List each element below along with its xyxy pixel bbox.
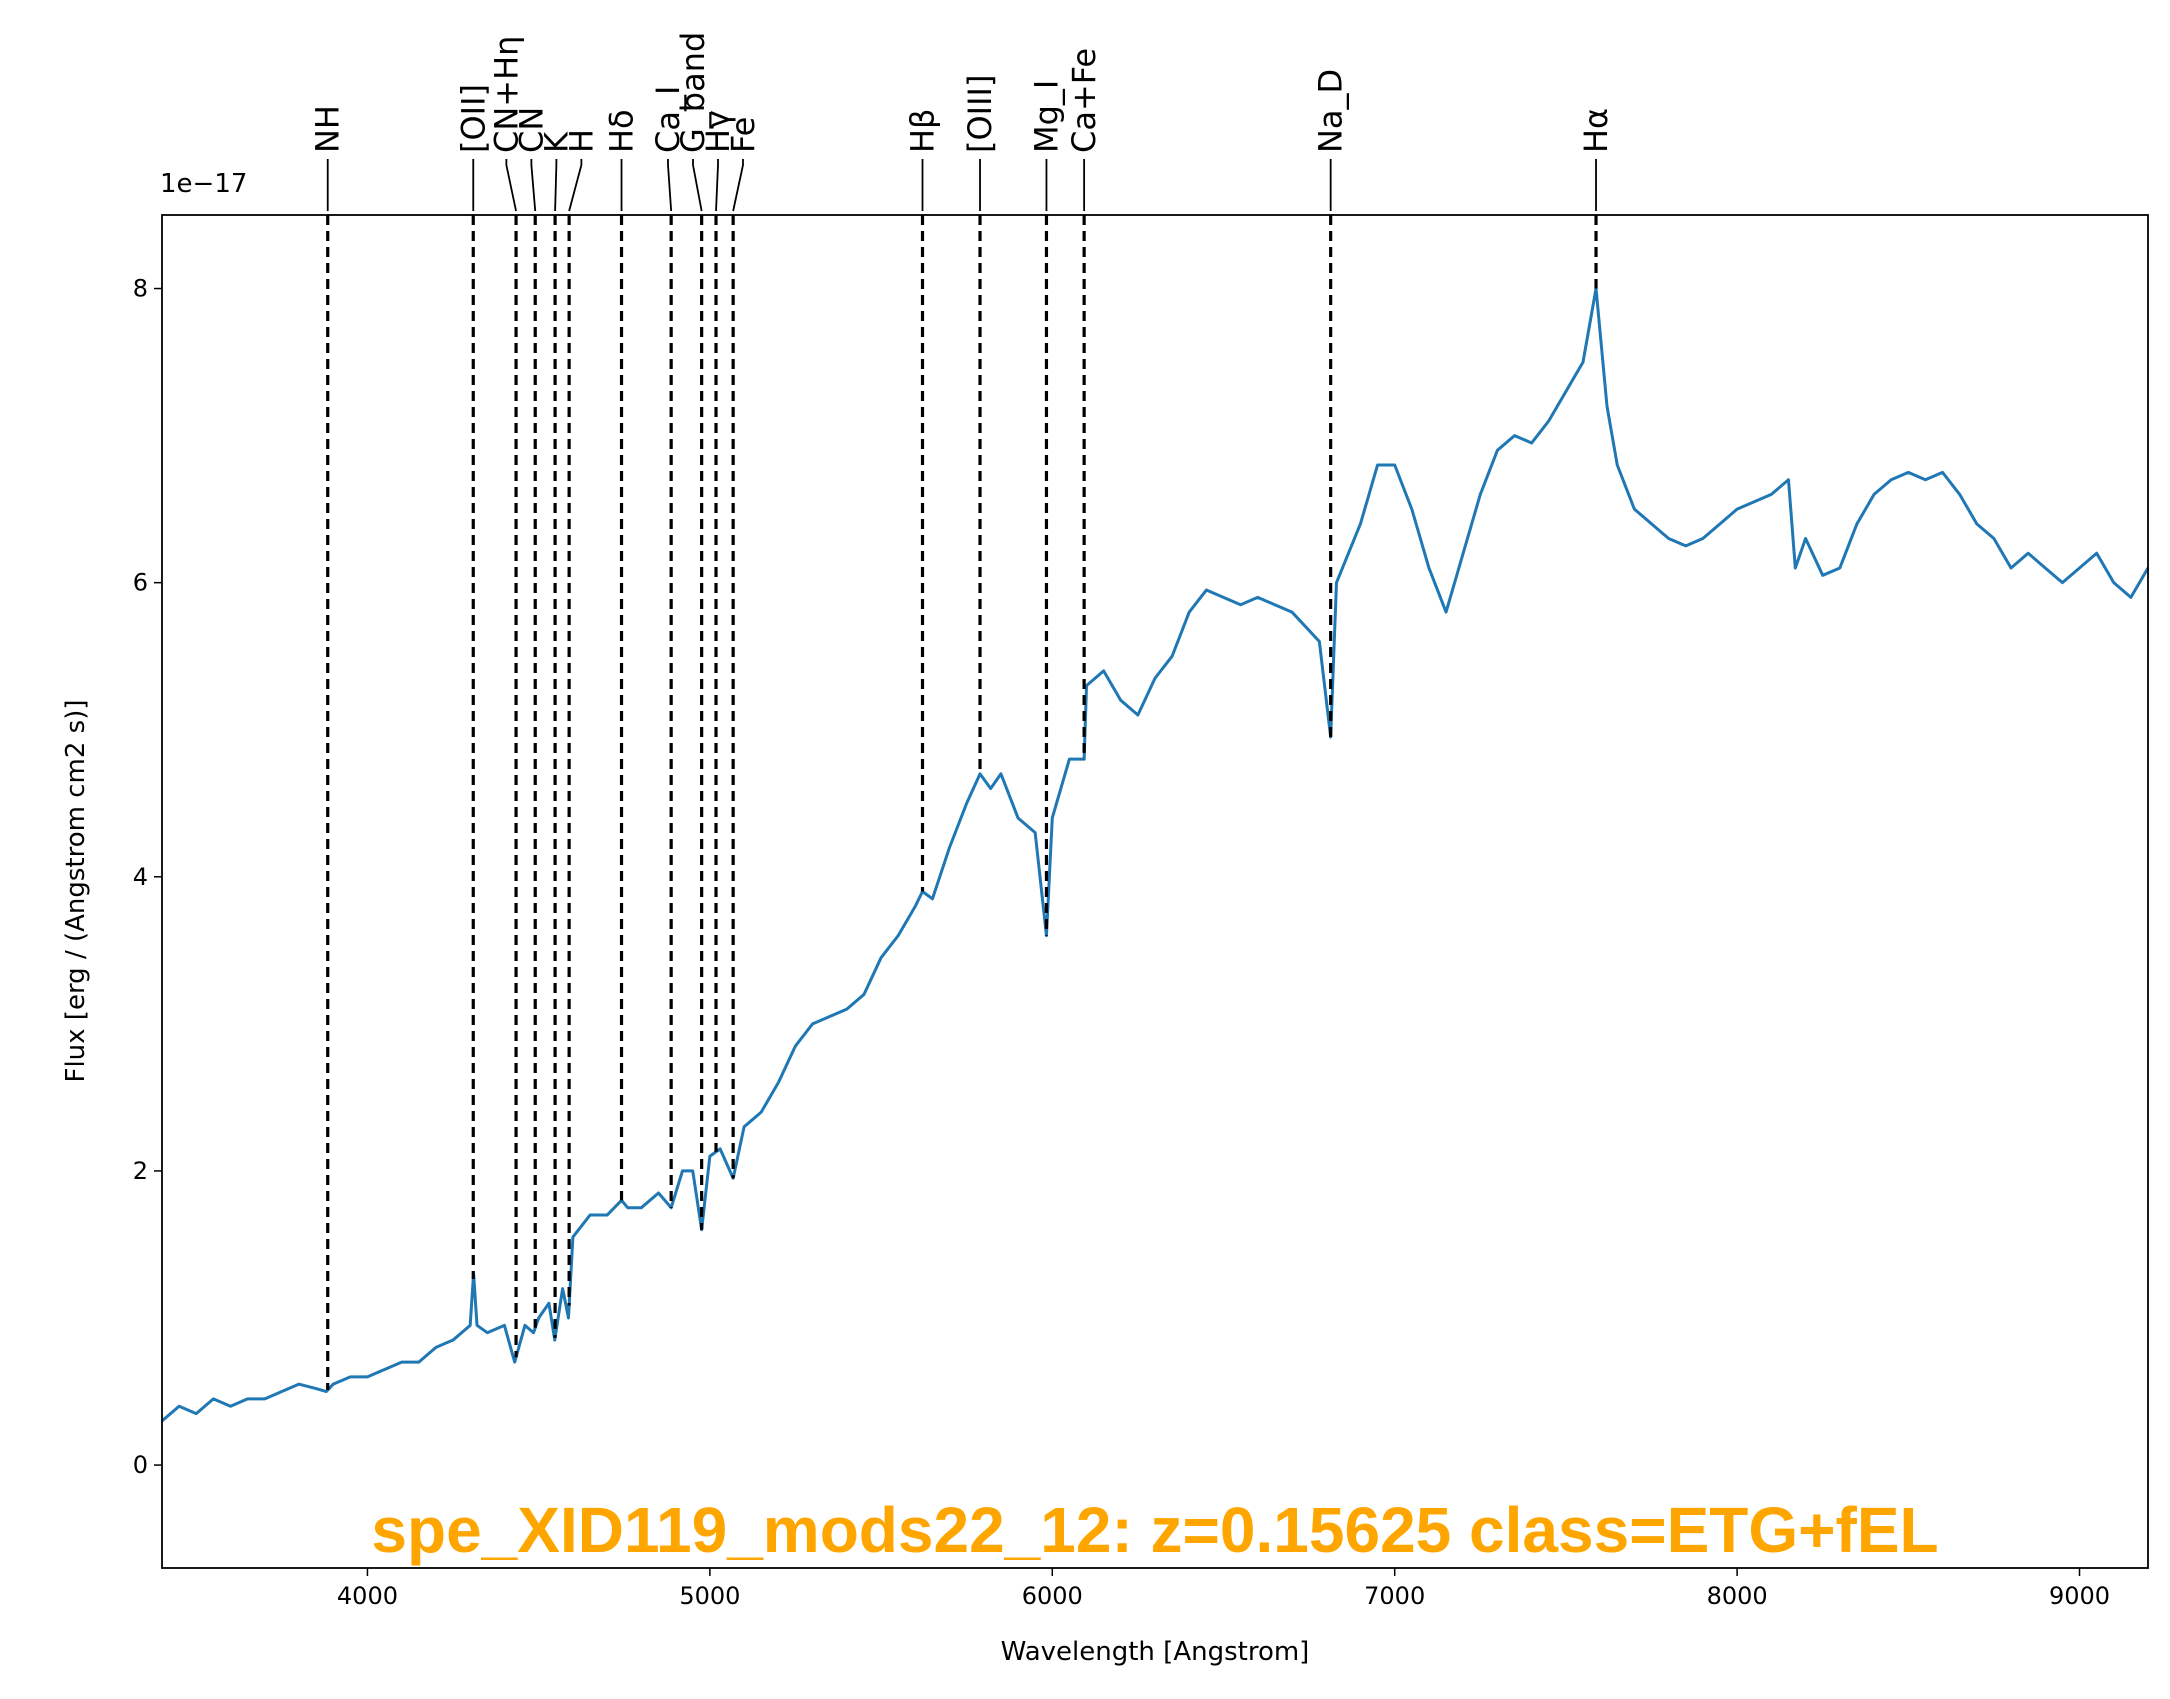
- x-tick-label: 4000: [337, 1582, 398, 1610]
- label-leader: [692, 159, 703, 212]
- line-label: [OII]: [454, 84, 492, 153]
- label-leader: [530, 159, 537, 212]
- y-offset-label: 1e−17: [160, 169, 247, 199]
- label-leader: [732, 159, 744, 212]
- line-label: Ca+Fe: [1065, 48, 1103, 153]
- line-label: H: [562, 129, 600, 153]
- line-label: Hβ: [904, 109, 942, 153]
- x-tick-label: 6000: [1022, 1582, 1083, 1610]
- line-label: Ca_I: [649, 86, 687, 153]
- line-label: NH: [309, 105, 347, 153]
- y-tick-label: 8: [133, 275, 148, 303]
- line-label: K: [537, 131, 575, 153]
- line-label: Na_D: [1312, 69, 1350, 153]
- line-label: Mg_I: [1027, 80, 1065, 153]
- label-leader: [505, 159, 517, 212]
- spectrum-line: [161, 287, 2150, 1423]
- x-axis-label: Wavelength [Angstrom]: [1001, 1637, 1310, 1667]
- plot-frame: [161, 214, 2149, 1569]
- label-leader: [568, 159, 583, 212]
- x-tick-label: 7000: [1364, 1582, 1425, 1610]
- line-label: CN: [512, 107, 550, 153]
- x-tick-label: 8000: [1707, 1582, 1768, 1610]
- line-label: [OIII]: [961, 75, 999, 153]
- y-tick-label: 4: [133, 863, 148, 891]
- y-axis-label: Flux [erg / (Angstrom cm2 s)]: [61, 699, 91, 1082]
- x-tick-label: 9000: [2049, 1582, 2110, 1610]
- line-label: Hδ: [603, 109, 641, 153]
- x-tick-label: 5000: [679, 1582, 740, 1610]
- line-label: Fe: [724, 117, 762, 153]
- label-leader: [554, 159, 558, 212]
- y-tick-label: 6: [133, 569, 148, 597]
- y-tick-label: 0: [133, 1451, 148, 1479]
- label-leader: [667, 159, 673, 212]
- line-label: G_band: [674, 32, 712, 153]
- line-label: Hγ: [699, 110, 737, 153]
- chart-title: spe_XID119_mods22_12: z=0.15625 class=ET…: [371, 1494, 1938, 1566]
- line-label: CN+Hη: [487, 36, 525, 153]
- label-leader: [715, 159, 719, 212]
- line-label: Hα: [1577, 108, 1615, 153]
- y-tick-label: 2: [133, 1157, 148, 1185]
